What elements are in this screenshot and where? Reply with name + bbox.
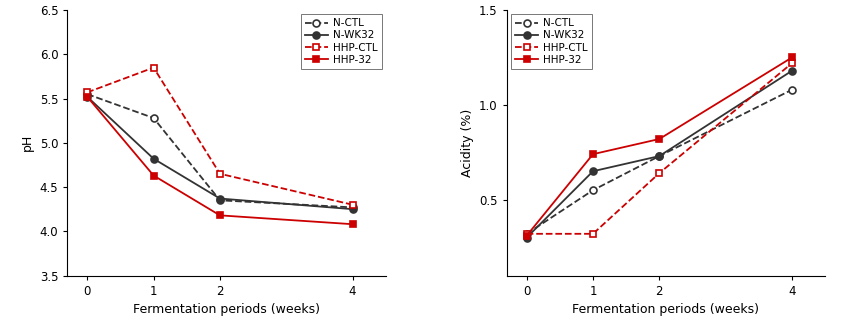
Legend: N-CTL, N-WK32, HHP-CTL, HHP-32: N-CTL, N-WK32, HHP-CTL, HHP-32	[511, 14, 592, 69]
HHP-32	[83, 95, 93, 99]
X-axis label: Fermentation periods (weeks): Fermentation periods (weeks)	[573, 303, 759, 316]
HHP-CTL	[148, 66, 158, 70]
Line: HHP-CTL: HHP-CTL	[84, 64, 356, 208]
HHP-32	[588, 152, 598, 156]
N-CTL	[588, 188, 598, 192]
N-WK32	[521, 236, 531, 240]
HHP-32	[215, 213, 225, 217]
Line: N-CTL: N-CTL	[84, 91, 356, 211]
N-CTL	[148, 116, 158, 120]
HHP-CTL	[787, 61, 797, 65]
N-CTL	[83, 92, 93, 96]
N-CTL	[787, 88, 797, 92]
N-CTL	[654, 154, 664, 158]
N-WK32	[654, 154, 664, 158]
HHP-CTL	[83, 90, 93, 94]
HHP-CTL	[654, 171, 664, 175]
HHP-32	[148, 173, 158, 177]
Line: HHP-32: HHP-32	[84, 93, 356, 228]
X-axis label: Fermentation periods (weeks): Fermentation periods (weeks)	[133, 303, 320, 316]
Line: N-WK32: N-WK32	[84, 93, 356, 213]
N-WK32	[148, 157, 158, 161]
Legend: N-CTL, N-WK32, HHP-CTL, HHP-32: N-CTL, N-WK32, HHP-CTL, HHP-32	[301, 14, 381, 69]
N-CTL	[348, 205, 358, 209]
N-WK32	[787, 69, 797, 73]
Line: N-WK32: N-WK32	[523, 67, 796, 241]
Line: N-CTL: N-CTL	[523, 86, 796, 237]
Y-axis label: Acidity (%): Acidity (%)	[461, 109, 473, 177]
N-WK32	[588, 169, 598, 173]
HHP-CTL	[521, 232, 531, 236]
N-CTL	[521, 232, 531, 236]
HHP-32	[521, 234, 531, 238]
HHP-CTL	[348, 203, 358, 207]
HHP-CTL	[588, 232, 598, 236]
N-CTL	[215, 198, 225, 202]
N-WK32	[348, 207, 358, 211]
N-WK32	[215, 197, 225, 201]
Line: HHP-CTL: HHP-CTL	[523, 60, 796, 237]
Line: HHP-32: HHP-32	[523, 54, 796, 239]
HHP-32	[787, 55, 797, 59]
N-WK32	[83, 95, 93, 99]
HHP-32	[348, 222, 358, 226]
HHP-32	[654, 137, 664, 141]
HHP-CTL	[215, 172, 225, 176]
Y-axis label: pH: pH	[21, 134, 35, 152]
